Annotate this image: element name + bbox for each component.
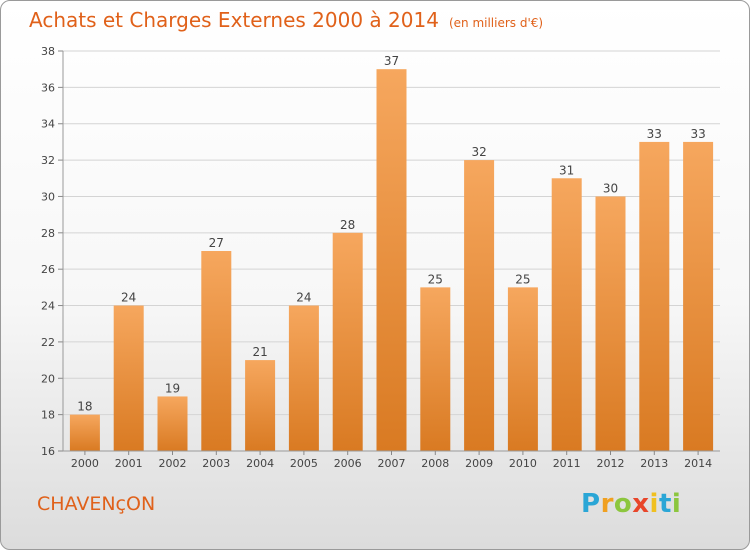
logo-letter: t: [658, 489, 672, 519]
bar: [376, 69, 407, 451]
bars: 18 24 19 27 21 24 28 37 25 32 25 31 30 33 33: [69, 54, 714, 452]
data-label: 37: [384, 54, 399, 68]
bar: [113, 305, 144, 451]
data-label: 33: [647, 127, 662, 141]
y-tick-label: 38: [41, 45, 55, 58]
x-tick-label: 2007: [378, 457, 406, 470]
x-tick-label: 2012: [597, 457, 625, 470]
bar: [288, 305, 319, 451]
bar: [332, 232, 363, 451]
bar: [245, 360, 276, 451]
x-axis: 2000 2001 2002 2003 2004 2005 2006 2007 2008 2009…: [63, 450, 720, 470]
data-label: 32: [471, 145, 486, 159]
y-tick-label: 30: [41, 190, 55, 203]
y-tick-label: 36: [41, 81, 55, 94]
bar-chart: 16 18 20 22 24 26 28 30 32 34 36 38 18 24 19 27 21 24 28 3…: [41, 45, 720, 470]
x-tick-label: 2003: [202, 457, 230, 470]
proxiti-logo: Proxiti: [581, 489, 681, 519]
x-tick-label: 2010: [509, 457, 537, 470]
data-label: 24: [296, 291, 311, 305]
data-label: 19: [165, 381, 180, 395]
x-tick-label: 2013: [640, 457, 668, 470]
data-label: 33: [690, 127, 705, 141]
y-tick-label: 22: [41, 336, 55, 349]
data-label: 18: [77, 400, 92, 414]
bar: [464, 160, 495, 451]
logo-letter: P: [581, 489, 601, 519]
x-tick-label: 2004: [246, 457, 274, 470]
data-label: 31: [559, 163, 574, 177]
y-tick-label: 16: [41, 445, 55, 458]
x-tick-label: 2001: [115, 457, 143, 470]
y-tick-label: 32: [41, 154, 55, 167]
data-label: 30: [603, 181, 618, 195]
data-label: 25: [515, 272, 530, 286]
chart-unit: (en milliers d'€): [448, 16, 544, 30]
data-label: 24: [121, 291, 136, 305]
data-label: 21: [252, 345, 267, 359]
x-tick-label: 2009: [465, 457, 493, 470]
y-tick-label: 20: [41, 372, 55, 385]
logo-letter: r: [600, 489, 614, 519]
x-tick-label: 2008: [421, 457, 449, 470]
y-tick-label: 24: [41, 300, 55, 313]
bar: [157, 396, 188, 451]
y-tick-label: 34: [41, 118, 55, 131]
x-tick-label: 2002: [159, 457, 187, 470]
bar: [595, 196, 626, 451]
x-tick-label: 2005: [290, 457, 318, 470]
y-tick-label: 26: [41, 263, 55, 276]
logo-letter: o: [613, 489, 633, 519]
bar: [639, 141, 670, 451]
bar: [683, 141, 714, 451]
bar: [420, 287, 451, 451]
y-axis: 16 18 20 22 24 26 28 30 32 34 36 38: [41, 45, 64, 458]
x-tick-label: 2014: [684, 457, 712, 470]
bar: [201, 251, 232, 451]
bar: [69, 414, 100, 451]
logo-letter: i: [649, 489, 659, 519]
data-label: 25: [428, 272, 443, 286]
data-label: 27: [209, 236, 224, 250]
x-tick-label: 2006: [334, 457, 362, 470]
logo-letter: i: [671, 489, 682, 519]
y-tick-label: 28: [41, 227, 55, 240]
y-tick-label: 18: [41, 409, 55, 422]
commune-name: CHAVENçON: [37, 493, 156, 515]
bar: [551, 178, 582, 452]
bar: [507, 287, 538, 451]
chart-title: Achats et Charges Externes 2000 à 2014 (e…: [29, 8, 543, 32]
data-label: 28: [340, 218, 355, 232]
logo-letter: x: [632, 489, 650, 519]
x-tick-label: 2000: [71, 457, 99, 470]
x-tick-label: 2011: [553, 457, 581, 470]
chart-title-text: Achats et Charges Externes 2000 à 2014: [29, 8, 439, 32]
